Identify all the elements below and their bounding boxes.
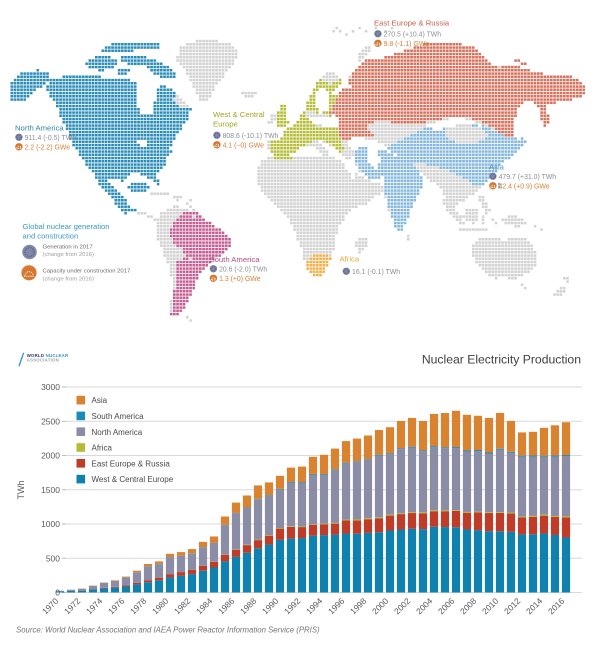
svg-text:500: 500: [46, 553, 60, 563]
svg-text:3000: 3000: [41, 382, 60, 392]
svg-text:1994: 1994: [304, 596, 325, 617]
svg-text:2000: 2000: [370, 596, 391, 617]
svg-text:Africa: Africa: [92, 444, 113, 453]
svg-text:North America: North America: [15, 124, 64, 133]
svg-text:1984: 1984: [194, 596, 215, 617]
svg-text:2014: 2014: [524, 596, 545, 617]
svg-text:1978: 1978: [128, 596, 149, 617]
svg-text:ASSOCIATION: ASSOCIATION: [27, 357, 59, 362]
svg-text:1972: 1972: [62, 596, 83, 617]
svg-text:(change from 2016): (change from 2016): [43, 276, 94, 282]
svg-text:Source: World Nuclear Associat: Source: World Nuclear Association and IA…: [16, 626, 320, 635]
svg-text:1976: 1976: [106, 596, 127, 617]
svg-text:911.4 (-0.5) TWh: 911.4 (-0.5) TWh: [25, 135, 77, 142]
svg-text:1.3 (+0) GWe: 1.3 (+0) GWe: [219, 276, 261, 283]
svg-text:1998: 1998: [348, 596, 369, 617]
svg-text:North America: North America: [92, 428, 143, 437]
svg-text:1980: 1980: [150, 596, 171, 617]
svg-text:Africa: Africa: [340, 255, 360, 264]
svg-text:1000: 1000: [41, 519, 60, 529]
svg-text:479.7 (+31.0) TWh: 479.7 (+31.0) TWh: [499, 174, 557, 181]
svg-text:1974: 1974: [84, 596, 105, 617]
svg-text:9.8 (-1.1) GWe: 9.8 (-1.1) GWe: [384, 41, 430, 48]
svg-text:East Europe & Russia: East Europe & Russia: [92, 459, 171, 468]
svg-text:2000: 2000: [41, 451, 60, 461]
svg-text:20.6 (-2.0) TWh: 20.6 (-2.0) TWh: [219, 266, 267, 273]
svg-text:and construction: and construction: [23, 231, 79, 240]
svg-text:West & Central Europe: West & Central Europe: [92, 475, 174, 484]
svg-text:4.1 (−0) GWe: 4.1 (−0) GWe: [223, 142, 265, 149]
svg-text:42.4 (+0.9) GWe: 42.4 (+0.9) GWe: [499, 183, 550, 190]
svg-text:808.6 (-10.1) TWh: 808.6 (-10.1) TWh: [223, 133, 279, 140]
svg-text:South America: South America: [92, 412, 145, 421]
svg-text:1970: 1970: [40, 596, 61, 617]
svg-text:0: 0: [55, 588, 60, 598]
svg-text:(change from 2016): (change from 2016): [43, 252, 94, 258]
svg-text:2012: 2012: [502, 596, 523, 617]
svg-text:1988: 1988: [238, 596, 259, 617]
svg-text:1992: 1992: [282, 596, 303, 617]
svg-text:2002: 2002: [392, 596, 413, 617]
svg-text:Asia: Asia: [489, 163, 505, 172]
svg-text:1996: 1996: [326, 596, 347, 617]
svg-text:Asia: Asia: [92, 396, 108, 405]
svg-text:270.5 (+10.4) TWh: 270.5 (+10.4) TWh: [384, 31, 442, 38]
svg-text:Europe: Europe: [213, 120, 238, 129]
svg-text:2004: 2004: [414, 596, 435, 617]
svg-text:1500: 1500: [41, 485, 60, 495]
svg-text:2500: 2500: [41, 416, 60, 426]
svg-text:Global nuclear generation: Global nuclear generation: [23, 222, 110, 231]
svg-text:TWh: TWh: [16, 481, 26, 500]
svg-text:1990: 1990: [260, 596, 281, 617]
svg-text:Nuclear Electricity Production: Nuclear Electricity Production: [422, 353, 581, 367]
svg-text:Generation in 2017: Generation in 2017: [43, 244, 93, 250]
svg-text:1986: 1986: [216, 596, 237, 617]
svg-text:2016: 2016: [546, 596, 567, 617]
svg-text:WORLD NUCLEAR: WORLD NUCLEAR: [27, 353, 69, 358]
svg-text:2006: 2006: [436, 596, 457, 617]
svg-text:South America: South America: [210, 255, 261, 264]
svg-text:2008: 2008: [458, 596, 479, 617]
svg-text:16.1 (-0.1) TWh: 16.1 (-0.1) TWh: [352, 269, 400, 276]
svg-text:Capacity under construction 20: Capacity under construction 2017: [43, 269, 131, 275]
svg-text:West & Central: West & Central: [213, 110, 265, 119]
svg-text:2.2 (-2.2) GWe: 2.2 (-2.2) GWe: [25, 144, 71, 151]
svg-text:2010: 2010: [480, 596, 501, 617]
svg-text:1982: 1982: [172, 596, 193, 617]
svg-text:East Europe & Russia: East Europe & Russia: [374, 19, 450, 28]
